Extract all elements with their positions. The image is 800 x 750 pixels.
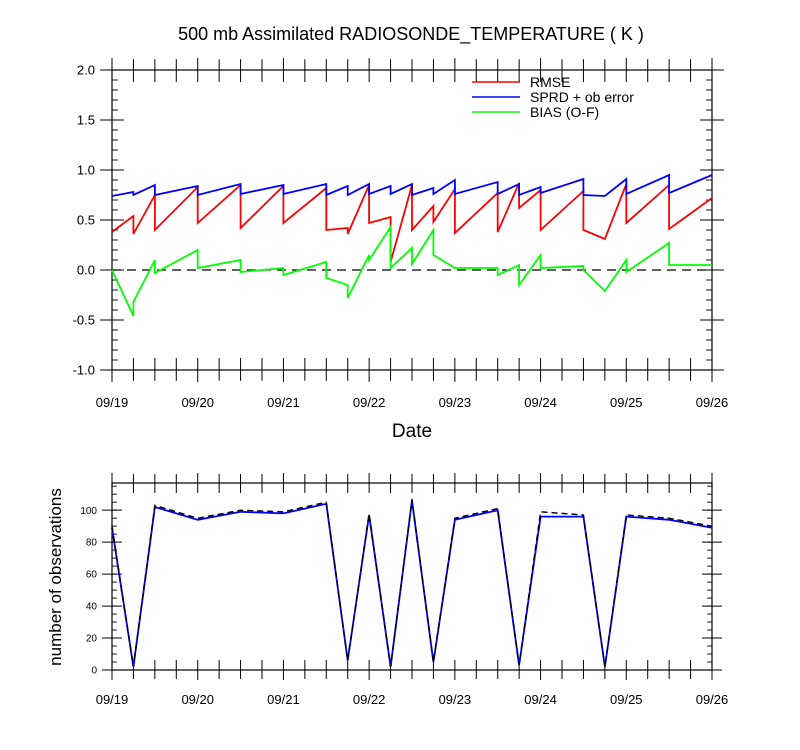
x-tick-label: 09/22	[353, 692, 386, 707]
x-tick-label: 09/20	[181, 395, 214, 410]
x-tick-label: 09/19	[96, 395, 129, 410]
series-line-bias-o-f	[111, 223, 712, 317]
x-tick-label: 09/25	[610, 692, 643, 707]
x-tick-label: 09/23	[439, 692, 472, 707]
legend-label-rmse: RMSE	[530, 74, 570, 90]
y-tick-label: -1.0	[73, 363, 95, 378]
x-tick-label: 09/21	[267, 692, 300, 707]
top-chart-axes: -1.0 -0.5 0.0 0.5 1.0 1.5 2.0 09/19 09/20 09/21 09…	[73, 58, 729, 410]
series-line-assimilated-solid	[111, 500, 713, 667]
plot-frame	[111, 482, 713, 671]
y-tick-label: 0	[91, 666, 97, 677]
y-tick-label: 2.0	[77, 63, 95, 78]
y-tick-label: 1.0	[77, 163, 95, 178]
x-tick-label: 09/21	[267, 395, 300, 410]
bottom-chart-ylabel: number of observations	[46, 488, 65, 666]
y-tick-label: 100	[80, 506, 97, 517]
top-chart-series	[111, 173, 713, 317]
y-tick-label: -0.5	[73, 313, 95, 328]
y-tick-label: 60	[86, 570, 98, 581]
x-tick-label: 09/26	[696, 395, 729, 410]
y-tick-label: 0.5	[77, 213, 95, 228]
y-tick-label: 40	[86, 602, 98, 613]
x-tick-label: 09/26	[696, 692, 729, 707]
bottom-chart-series	[111, 498, 713, 667]
series-line-sprd-ob-error	[111, 173, 713, 197]
x-tick-label: 09/24	[524, 692, 557, 707]
x-tick-label: 09/20	[181, 692, 214, 707]
x-tick-label: 09/19	[96, 692, 129, 707]
legend-label-sprd: SPRD + ob error	[530, 89, 634, 105]
x-tick-label: 09/23	[439, 395, 472, 410]
top-chart-title: 500 mb Assimilated RADIOSONDE_TEMPERATUR…	[178, 24, 644, 45]
bottom-chart-axes: 0 20 40 60 80 100 09/19 09/20 09/21 09/22 09/23 09/…	[80, 473, 728, 707]
y-tick-label: 20	[86, 634, 98, 645]
x-tick-label: 09/25	[610, 395, 643, 410]
y-tick-label: 0.0	[77, 263, 95, 278]
top-chart-xlabel: Date	[392, 421, 432, 442]
x-tick-label: 09/24	[524, 395, 557, 410]
y-tick-label: 80	[86, 538, 98, 549]
legend-label-bias: BIAS (O-F)	[530, 104, 599, 120]
x-tick-label: 09/22	[353, 395, 386, 410]
y-tick-label: 1.5	[77, 113, 95, 128]
series-line-total-dashed	[111, 498, 713, 667]
top-chart-legend: RMSE SPRD + ob error BIAS (O-F)	[472, 74, 634, 120]
